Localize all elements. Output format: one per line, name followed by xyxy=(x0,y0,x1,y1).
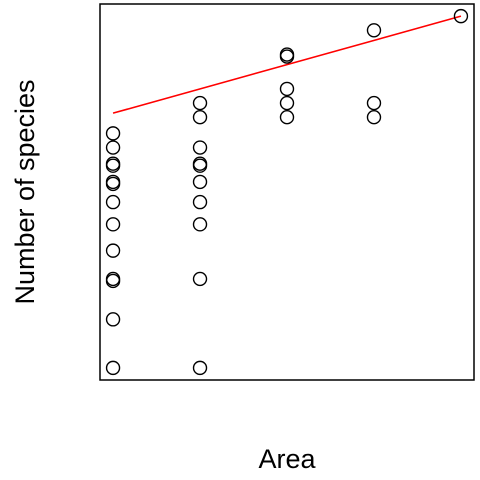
data-point-15 xyxy=(192,271,208,287)
data-point-9 xyxy=(105,174,121,190)
fit-line-layer xyxy=(112,15,462,114)
points-layer xyxy=(105,8,469,376)
data-point-7 xyxy=(105,194,121,210)
data-point-11 xyxy=(105,156,121,171)
data-point-29 xyxy=(366,109,382,125)
y-axis-label: Number of species xyxy=(10,79,40,304)
data-point-13 xyxy=(105,126,121,141)
fit-line xyxy=(112,15,462,114)
data-point-30 xyxy=(366,95,382,111)
data-point-20 xyxy=(192,156,208,171)
data-point-16 xyxy=(192,217,208,232)
data-point-31 xyxy=(366,23,382,38)
data-point-32 xyxy=(453,8,469,24)
data-point-18 xyxy=(192,174,208,190)
data-point-2 xyxy=(105,312,121,327)
data-point-17 xyxy=(192,194,208,210)
data-point-28 xyxy=(279,47,295,62)
data-point-23 xyxy=(192,95,208,111)
data-point-4 xyxy=(105,271,121,287)
data-point-14 xyxy=(192,360,208,376)
data-point-6 xyxy=(105,217,121,232)
data-point-1 xyxy=(105,360,121,376)
plot-frame xyxy=(99,3,475,381)
data-point-12 xyxy=(105,140,121,155)
data-point-21 xyxy=(192,140,208,155)
data-point-24 xyxy=(279,109,295,125)
data-point-26 xyxy=(279,81,295,97)
data-point-5 xyxy=(105,243,121,258)
data-point-22 xyxy=(192,109,208,125)
data-point-25 xyxy=(279,95,295,111)
x-axis-label: Area xyxy=(258,444,316,474)
